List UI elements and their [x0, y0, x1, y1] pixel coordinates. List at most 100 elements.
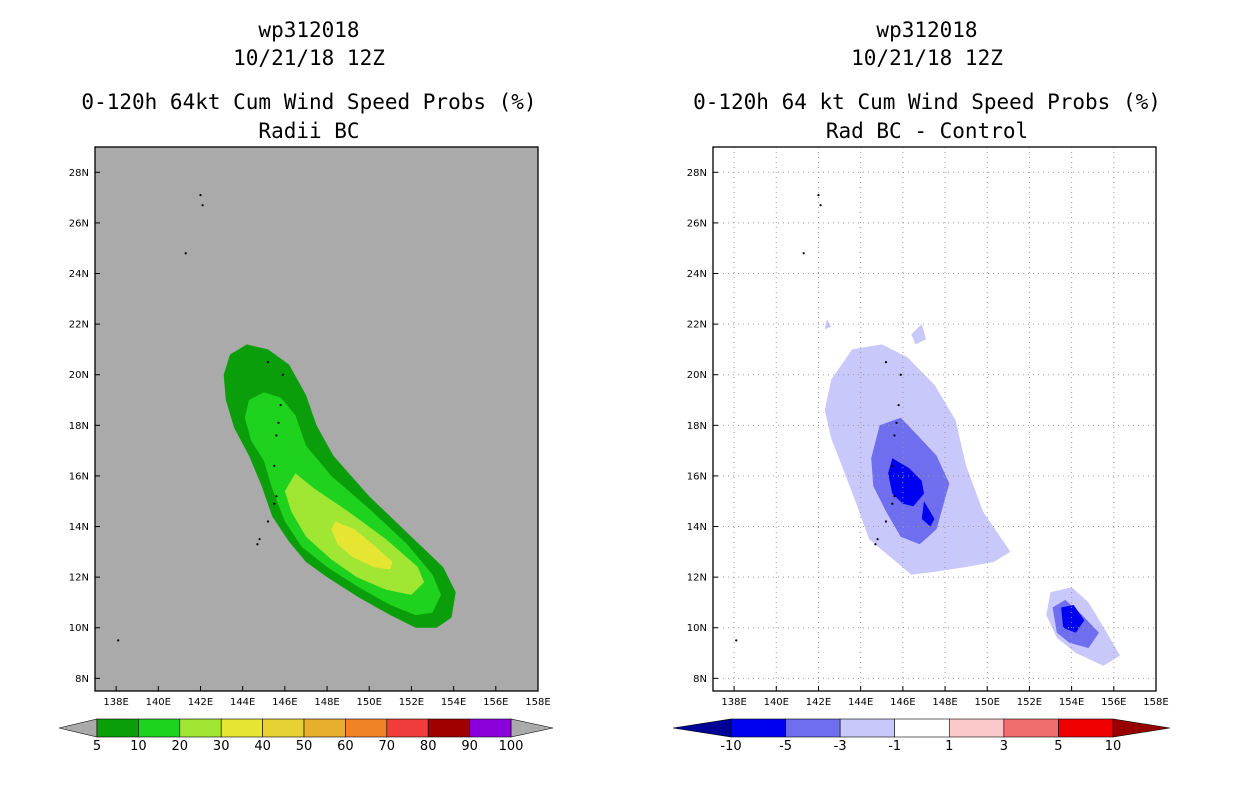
y-tick-label: 28N: [687, 168, 707, 179]
x-tick-label: 150E: [975, 697, 1000, 708]
y-tick-label: 8N: [75, 674, 89, 685]
x-tick-label: 144E: [848, 697, 873, 708]
x-tick-label: 150E: [357, 697, 382, 708]
x-tick-label: 142E: [806, 697, 831, 708]
y-tick-label: 24N: [69, 269, 89, 280]
colorbar-label: 30: [213, 739, 230, 754]
island-marker: [884, 360, 888, 364]
colorbar-swatch: [948, 718, 1005, 738]
island-marker: [277, 421, 280, 424]
x-tick-label: 156E: [1101, 697, 1126, 708]
colorbar-label: 1: [945, 739, 953, 754]
island-marker: [891, 464, 894, 467]
colorbar-swatch: [839, 718, 896, 738]
island-marker: [256, 543, 259, 546]
y-tick-label: 26N: [687, 218, 707, 229]
colorbar-label: 20: [172, 739, 189, 754]
x-tick-label: 154E: [1059, 697, 1084, 708]
right-storm-id: wp312018: [876, 18, 978, 42]
left-storm-id: wp312018: [258, 18, 360, 42]
y-tick-label: 20N: [69, 370, 89, 381]
colorbar-label: 10: [130, 739, 147, 754]
colorbar-label: -5: [779, 739, 792, 754]
y-tick-label: 8N: [693, 674, 707, 685]
colorbar-swatch: [427, 718, 470, 738]
right-contour--3-to--1: [911, 324, 927, 345]
colorbar-swatch: [179, 718, 222, 738]
right-contour--3-to--1: [824, 319, 832, 330]
x-tick-label: 140E: [146, 697, 171, 708]
right-contour--10-to--5: [1061, 605, 1085, 633]
island-marker: [874, 543, 877, 546]
left-chart: 138E 140E 142E 144E 146E 148E 150E 152E 154E 156E…: [58, 146, 554, 754]
y-tick-label: 18N: [69, 421, 89, 432]
x-tick-label: 158E: [1143, 697, 1168, 708]
colorbar-label: 50: [296, 739, 313, 754]
colorbar-swatch: [469, 718, 512, 738]
island-marker: [817, 193, 820, 197]
colorbar-swatch: [730, 718, 786, 738]
right-contour--10-to--5: [921, 501, 935, 527]
colorbar-swatch: [1003, 718, 1059, 738]
island-marker: [258, 538, 261, 541]
colorbar-swatch: [262, 718, 305, 738]
left-plot-frame: [94, 146, 539, 692]
x-tick-label: 152E: [399, 697, 424, 708]
island-marker: [279, 403, 282, 407]
y-tick-label: 18N: [687, 421, 707, 432]
island-marker: [184, 252, 187, 255]
right-plot-frame: [712, 146, 1157, 692]
colorbar-swatch: [96, 718, 139, 738]
colorbar-swatch: [138, 718, 181, 738]
left-chart-subtitle: Radii BC: [258, 119, 360, 143]
x-tick-label: 140E: [764, 697, 789, 708]
y-tick-label: 14N: [69, 522, 89, 533]
y-tick-label: 20N: [687, 370, 707, 381]
y-tick-label: 28N: [69, 168, 89, 179]
colorbar-max-arrow: [510, 718, 554, 738]
colorbar-swatch: [220, 718, 263, 738]
y-tick-label: 10N: [687, 623, 707, 634]
colorbar-label: 10: [1105, 739, 1122, 754]
y-tick-label: 12N: [687, 573, 707, 584]
left-contour-30-to-40: [331, 521, 393, 570]
island-marker: [891, 502, 894, 505]
x-tick-label: 138E: [103, 697, 128, 708]
y-tick-label: 16N: [69, 471, 89, 482]
y-tick-label: 16N: [687, 471, 707, 482]
x-tick-label: 148E: [314, 697, 339, 708]
island-marker: [273, 464, 276, 467]
island-marker: [273, 502, 276, 505]
left-datetime: 10/21/18 12Z: [233, 46, 385, 70]
island-marker: [266, 520, 270, 523]
right-chart: 138E 140E 142E 144E 146E 148E 150E 152E 154E 156E…: [672, 146, 1171, 754]
island-marker: [275, 495, 278, 498]
colorbar-label: 5: [93, 739, 101, 754]
island-marker: [199, 193, 202, 197]
colorbar-label: 80: [420, 739, 437, 754]
colorbar-label: 100: [499, 739, 524, 754]
x-tick-label: 146E: [272, 697, 297, 708]
colorbar-swatch: [785, 718, 841, 738]
colorbar-label: 40: [254, 739, 271, 754]
island-marker: [275, 434, 278, 437]
island-marker: [281, 373, 284, 376]
left-chart-title: 0-120h 64kt Cum Wind Speed Probs (%): [81, 90, 537, 114]
x-tick-label: 156E: [483, 697, 508, 708]
island-marker: [897, 403, 900, 407]
island-marker: [895, 421, 898, 424]
x-tick-label: 144E: [230, 697, 255, 708]
y-tick-label: 24N: [687, 269, 707, 280]
colorbar-swatch: [894, 718, 950, 738]
y-tick-label: 10N: [69, 623, 89, 634]
colorbar-label: 3: [1000, 739, 1008, 754]
x-tick-label: 152E: [1017, 697, 1042, 708]
left-panel: wp312018 10/21/18 12Z 0-120h 64kt Cum Wi…: [58, 18, 554, 754]
colorbar-max-arrow: [1112, 718, 1171, 738]
colorbar-label: 5: [1054, 739, 1062, 754]
island-marker: [266, 360, 270, 364]
x-tick-label: 154E: [441, 697, 466, 708]
x-tick-label: 158E: [525, 697, 550, 708]
y-tick-label: 22N: [687, 320, 707, 331]
y-tick-label: 26N: [69, 218, 89, 229]
